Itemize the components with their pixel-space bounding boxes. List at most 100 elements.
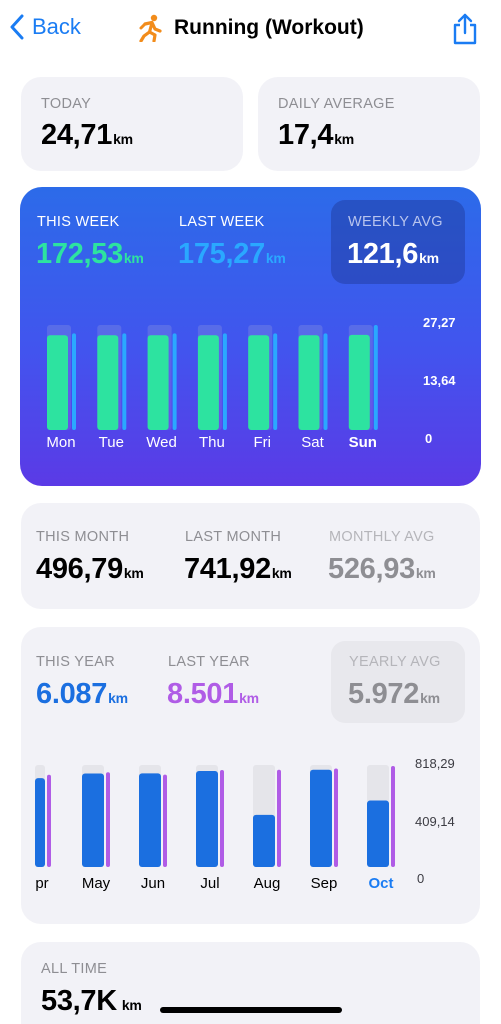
weekly-average-unit: km — [419, 250, 439, 266]
last-year-label: LAST YEAR — [168, 654, 250, 670]
last-week-bar-sun — [373, 325, 378, 430]
back-button[interactable]: Back — [10, 14, 81, 40]
monthly-card[interactable]: THIS MONTH 496,79km LAST MONTH 741,92km … — [21, 503, 480, 609]
week-axis-zero: 0 — [425, 431, 433, 446]
runner-icon — [139, 14, 162, 42]
this-year-bar-jul — [196, 771, 218, 867]
this-week-bar-tue — [97, 335, 119, 430]
daily-average-card[interactable]: DAILY AVERAGE 17,4km — [258, 77, 480, 171]
yearly-average-label: YEARLY AVG — [349, 654, 441, 670]
home-indicator[interactable] — [160, 1007, 342, 1013]
today-value: 24,71km — [41, 119, 133, 151]
last-month-value: 741,92km — [184, 553, 292, 585]
this-year-bar-may — [82, 773, 104, 867]
this-year-bar-jun — [139, 773, 161, 867]
last-week-bar-sat — [323, 333, 328, 430]
this-week-bar-mon — [47, 335, 68, 430]
back-label: Back — [32, 14, 81, 39]
last-year-bar-aug — [277, 769, 281, 867]
weekly-average-box — [331, 200, 465, 284]
last-week-bar-tue — [122, 333, 127, 430]
this-month-value: 496,79km — [36, 553, 144, 585]
yearly-average-value: 5.972km — [348, 678, 440, 710]
all-time-label: ALL TIME — [41, 961, 108, 977]
this-week-bar-sat — [298, 335, 320, 430]
monthly-average-unit: km — [415, 565, 436, 581]
page-title: Running (Workout) — [174, 16, 364, 39]
year-axis-mid: 409,14 — [415, 814, 455, 829]
this-week-unit: km — [123, 250, 144, 266]
week-tick-tue: Tue — [98, 434, 124, 451]
last-week-value: 175,27km — [178, 238, 286, 270]
last-week-unit: km — [265, 250, 286, 266]
this-year-value: 6.087km — [36, 678, 128, 710]
weekly-average-label: WEEKLY AVG — [348, 214, 443, 230]
this-week-label: THIS WEEK — [37, 214, 120, 230]
this-year-bar-aug — [253, 814, 275, 867]
last-year-bar-apr — [47, 774, 51, 867]
title-group: Running (Workout) — [138, 14, 364, 42]
daily-average-unit: km — [334, 131, 354, 147]
weekly-chart-card[interactable]: THIS WEEK 172,53km LAST WEEK 175,27km WE… — [20, 187, 481, 486]
yearly-average-unit: km — [420, 690, 440, 706]
this-year-label: THIS YEAR — [36, 654, 115, 670]
year-tick-oct: Oct — [368, 875, 394, 892]
this-week-bar-sun — [348, 334, 370, 430]
today-label: TODAY — [41, 96, 92, 112]
this-year-unit: km — [108, 690, 128, 706]
week-tick-wed: Wed — [146, 434, 177, 451]
last-year-bar-jul — [220, 770, 224, 867]
last-year-bar-oct — [391, 766, 395, 867]
this-month-unit: km — [123, 565, 144, 581]
all-time-value: 53,7K km — [41, 985, 142, 1017]
year-tick-apr: pr — [35, 875, 49, 892]
this-year-bar-oct — [367, 800, 389, 867]
today-unit: km — [113, 131, 133, 147]
last-week-bar-fri — [273, 333, 278, 430]
all-time-unit: km — [121, 997, 142, 1013]
year-tick-may: May — [81, 875, 111, 892]
week-axis-max: 27,27 — [423, 315, 456, 330]
daily-average-label: DAILY AVERAGE — [278, 96, 395, 112]
yearly-average-box — [331, 641, 465, 723]
last-week-bar-wed — [172, 333, 177, 430]
year-tick-jul: Jul — [200, 875, 220, 892]
week-tick-sat: Sat — [301, 434, 324, 451]
today-card[interactable]: TODAY 24,71km — [21, 77, 243, 171]
last-week-label: LAST WEEK — [179, 214, 265, 230]
last-year-bar-may — [106, 772, 110, 867]
this-week-bar-thu — [197, 335, 219, 430]
share-icon[interactable] — [451, 12, 479, 46]
year-tick-sep: Sep — [310, 875, 338, 892]
daily-average-value: 17,4km — [278, 119, 354, 151]
week-tick-sun: Sun — [348, 434, 377, 451]
week-axis-mid: 13,64 — [423, 373, 456, 388]
monthly-average-label: MONTHLY AVG — [329, 529, 435, 545]
last-month-unit: km — [271, 565, 292, 581]
year-tick-aug: Aug — [253, 875, 281, 892]
last-year-value: 8.501km — [167, 678, 259, 710]
this-month-label: THIS MONTH — [36, 529, 130, 545]
year-tick-jun: Jun — [140, 875, 166, 892]
last-year-unit: km — [239, 690, 259, 706]
chevron-left-icon — [10, 14, 24, 40]
last-year-bar-sep — [334, 768, 338, 867]
this-week-bar-fri — [248, 335, 270, 430]
last-year-bar-jun — [163, 774, 167, 867]
this-week-value: 172,53km — [36, 238, 144, 270]
weekly-average-value: 121,6km — [347, 238, 439, 270]
week-tick-fri: Fri — [253, 434, 271, 451]
monthly-average-value: 526,93km — [328, 553, 436, 585]
this-year-bar-apr — [35, 778, 45, 867]
this-year-bar-sep — [310, 769, 332, 867]
last-week-bar-mon — [72, 333, 76, 430]
last-week-bar-thu — [222, 333, 227, 430]
last-month-label: LAST MONTH — [185, 529, 282, 545]
this-week-bar-wed — [147, 335, 169, 430]
year-axis-max: 818,29 — [415, 756, 455, 771]
navigation-bar: Back Running (Workout) — [0, 0, 501, 60]
yearly-chart-card[interactable]: THIS YEAR 6.087km LAST YEAR 8.501km YEAR… — [21, 627, 480, 924]
week-tick-mon: Mon — [46, 434, 76, 451]
year-axis-zero: 0 — [417, 871, 425, 886]
week-tick-thu: Thu — [198, 434, 225, 451]
